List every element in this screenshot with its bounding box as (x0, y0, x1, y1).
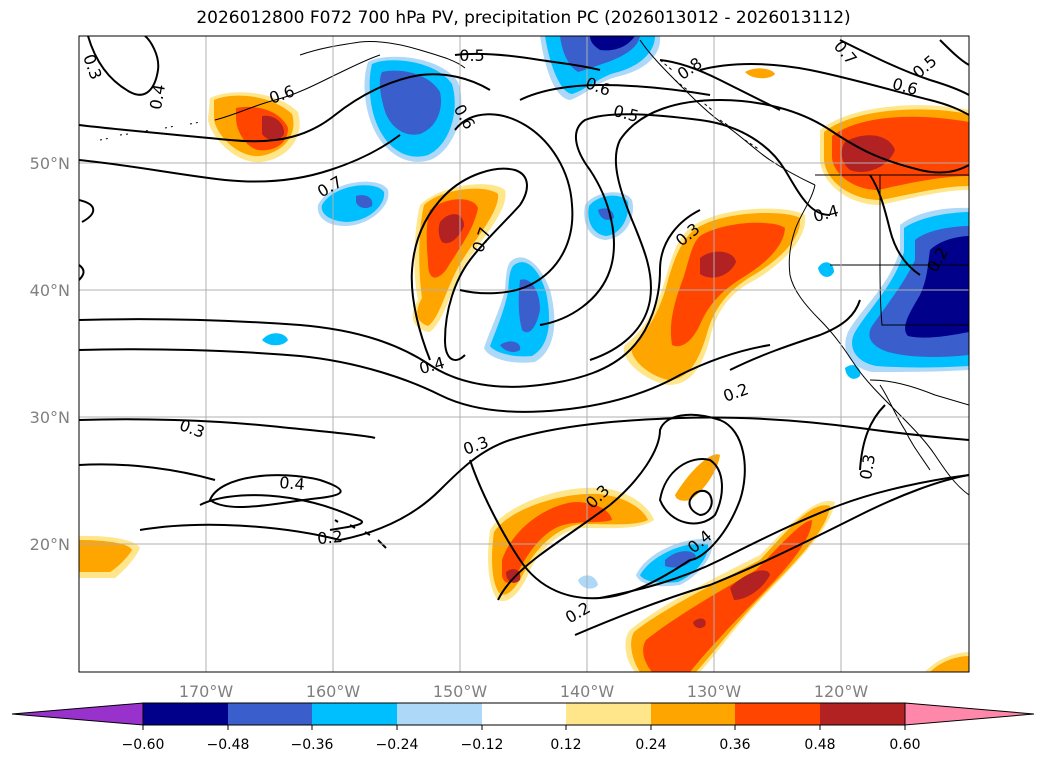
colorbar-tick-label: −0.48 (207, 737, 250, 753)
colorbar-tick-label: 0.12 (550, 737, 581, 753)
precip-blob-nw-us-positive (820, 105, 969, 205)
precip-blob-bc-negative (540, 36, 661, 100)
lon-tick-label: 140°W (560, 682, 615, 701)
precip-blob-small-negative (317, 181, 389, 226)
contour-label: 0.5 (459, 46, 484, 65)
colorbar-tick-label: −0.36 (291, 737, 334, 753)
lon-tick-label: 160°W (306, 682, 361, 701)
pv-contours (79, 36, 969, 636)
precip-blob-small-positive (675, 454, 720, 501)
precip-blob-west-edge-positive (79, 535, 140, 578)
precip-blob-150w-positive (412, 184, 506, 332)
colorbar-segment (482, 703, 566, 725)
lon-tick-label: 150°W (433, 682, 488, 701)
map-title: 2026012800 F072 700 hPa PV, precipitatio… (196, 8, 851, 28)
colorbar-segment (312, 703, 397, 725)
colorbar-segment (566, 703, 651, 725)
colorbar-segment (735, 703, 820, 725)
colorbar-tick-label: −0.12 (461, 737, 504, 753)
colorbar-extend-high (904, 702, 1035, 726)
plot-frame (78, 35, 970, 673)
colorbar-tick-label: 0.60 (889, 737, 920, 753)
gridlines (79, 36, 969, 672)
lat-tick-label: 30°N (30, 408, 70, 427)
colorbar-segment (397, 703, 482, 725)
plot-area: 0.3 0.4 0.6 0.5 0.6 0.6 0.5 0.8 0.7 0.5 … (79, 36, 969, 672)
colorbar-tick-label: 0.36 (719, 737, 750, 753)
lon-tick-label: 120°W (814, 682, 869, 701)
colorbar: −0.60 −0.48 −0.36 −0.24 −0.12 0.12 0.24 … (11, 702, 1035, 753)
precip-blob-alaska-west (208, 92, 300, 163)
lat-tick-label: 50°N (30, 154, 70, 173)
colorbar-tick-label: −0.60 (122, 737, 165, 753)
precip-blob-tiny-1 (262, 333, 288, 346)
contour-label: 0.2 (316, 527, 343, 548)
contour-label: 0.4 (146, 83, 169, 111)
precip-blob-se-corner (925, 652, 969, 672)
precip-blob-tiny-3 (578, 575, 598, 589)
precip-blob-tiny-2 (745, 68, 775, 79)
lon-tick-label: 130°W (687, 682, 742, 701)
lat-tick-labels: 50°N 40°N 30°N 20°N (30, 154, 70, 554)
lon-tick-labels: 170°W 160°W 150°W 140°W 130°W 120°W (179, 682, 869, 701)
lat-tick-label: 20°N (30, 535, 70, 554)
colorbar-segment (820, 703, 905, 725)
lat-tick-label: 40°N (30, 281, 70, 300)
precip-blob-147w-negative (484, 257, 555, 363)
colorbar-segment (143, 703, 228, 725)
contour-label: 0.3 (856, 453, 879, 481)
lon-tick-label: 170°W (179, 682, 234, 701)
contour-label: 0.4 (279, 473, 306, 494)
colorbar-tick-label: −0.24 (376, 737, 419, 753)
colorbar-segment (651, 703, 735, 725)
colorbar-tick-label: 0.24 (635, 737, 666, 753)
colorbar-extend-low (11, 702, 144, 726)
colorbar-segment (228, 703, 312, 725)
colorbar-tick-label: 0.48 (804, 737, 835, 753)
